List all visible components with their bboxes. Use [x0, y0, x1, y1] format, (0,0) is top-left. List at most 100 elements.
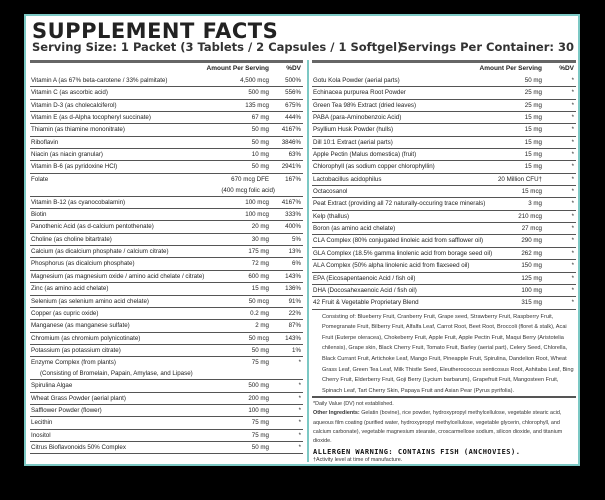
supplement-facts-panel: SUPPLEMENT FACTS Serving Size: 1 Packet …	[24, 14, 580, 466]
nutrient-amount: 100 mg	[521, 286, 542, 294]
nutrient-name: DHA (Docosahexaenoic Acid / fish oil)	[313, 286, 417, 294]
nutrient-row: Calcium (as dicalcium phosphate / calciu…	[30, 246, 303, 259]
nutrient-name: Vitamin D-3 (as cholecalciferol)	[31, 101, 117, 109]
nutrient-amount: 2 mg	[255, 322, 269, 330]
nutrient-amount: 20 Million CFU†	[497, 175, 542, 183]
nutrient-dv: *	[571, 138, 574, 146]
nutrient-dv: 1%	[292, 346, 301, 354]
nutrient-dv: 400%	[285, 223, 301, 231]
nutrient-name: Vitamin C (as ascorbic acid)	[31, 89, 108, 97]
nutrient-dv: *	[571, 175, 574, 183]
nutrient-dv: *	[571, 101, 574, 109]
nutrient-dv: *	[298, 431, 301, 439]
nutrient-dv: *	[571, 126, 574, 134]
nutrient-name: EPA (Eicosapentaenoic Acid / fish oil)	[313, 274, 416, 282]
nutrient-row: Spirulina Algae 500 mg *	[30, 380, 303, 393]
nutrient-dv: *	[571, 249, 574, 257]
nutrient-amount: 75 mg	[251, 431, 269, 439]
nutrient-row: EPA (Eicosapentaenoic Acid / fish oil) 12…	[312, 273, 576, 285]
nutrient-dv: 556%	[285, 89, 301, 97]
nutrient-amount: 262 mg	[521, 249, 542, 257]
nutrient-dv: *	[571, 188, 574, 196]
nutrient-row: Niacin (as niacin granular) 10 mg 63%	[30, 149, 303, 162]
nutrient-row: Potassium (as potassium citrate) 50 mg 1%	[30, 345, 303, 358]
nutrient-name: Vitamin B-12 (as cyanocobalamin)	[31, 198, 126, 206]
nutrient-name: Spirulina Algae	[31, 382, 73, 390]
nutrient-dv: 87%	[288, 322, 301, 330]
nutrient-amount: 100 mcg	[245, 211, 269, 219]
nutrient-row: Vitamin D-3 (as cholecalciferol) 135 mcg 6…	[30, 100, 303, 113]
nutrient-name: Choline (as choline bitartrate)	[31, 235, 112, 243]
nutrient-row: Thiamin (as thiamine mononitrate) 50 mg 41…	[30, 124, 303, 137]
nutrient-row: Phosphorus (as dicalcium phosphate) 72 mg…	[30, 258, 303, 271]
nutrient-amount: 150 mg	[521, 262, 542, 270]
nutrient-dv: *	[298, 406, 301, 414]
nutrient-name: Lecithin	[31, 419, 53, 427]
nutrient-row: Manganese (as manganese sulfate) 2 mg 87%	[30, 320, 303, 333]
nutrient-dv: *	[298, 443, 301, 451]
nutrient-row: Selenium (as selenium amino acid chelate…	[30, 296, 303, 308]
nutrient-amount: 200 mg	[248, 394, 269, 402]
nutrient-name: PABA (para-Aminobenzoic Acid)	[313, 114, 402, 122]
nutrient-name: 42 Fruit & Vegetable Proprietary Blend	[313, 299, 419, 307]
cfu-note: †Activity level at time of manufacture.	[313, 457, 403, 464]
nutrient-dv: 3846%	[281, 138, 301, 146]
nutrient-amount: 27 mcg	[521, 225, 542, 233]
nutrient-row: Riboflavin 50 mg 3846%	[30, 137, 303, 150]
nutrient-name: Boron (as amino acid chelate)	[313, 225, 396, 233]
nutrient-row: Zinc (as amino acid chelate) 15 mg 136%	[30, 283, 303, 296]
nutrient-amount: 72 mg	[251, 260, 269, 268]
nutrient-name: Psyllium Husk Powder (hulls)	[313, 126, 394, 134]
nutrient-amount: 600 mg	[248, 272, 269, 280]
nutrient-dv: *	[571, 225, 574, 233]
nutrient-dv: *	[571, 114, 574, 122]
nutrient-dv: *	[571, 286, 574, 294]
nutrient-row: CLA Complex (80% conjugated linoleic aci…	[312, 235, 576, 248]
label-title: SUPPLEMENT FACTS	[32, 19, 279, 43]
nutrient-amount: 15 mg	[524, 151, 542, 159]
nutrient-name: Potassium (as potassium citrate)	[31, 346, 121, 354]
nutrient-dv: 333%	[285, 211, 301, 219]
left-rows: Vitamin A (as 67% beta-carotene / 33% pa…	[30, 75, 303, 455]
daily-value-note: *Daily Value (DV) not established.	[312, 396, 576, 408]
nutrient-row: Kelp (thallus) 210 mcg *	[312, 211, 576, 224]
nutrient-dv: 675%	[285, 101, 301, 109]
nutrient-row: Copper (as cupric oxide) 0.2 mg 22%	[30, 308, 303, 321]
dv-header: %DV	[559, 65, 574, 72]
nutrient-amount: 15 mg	[524, 126, 542, 134]
nutrient-dv: *	[298, 419, 301, 427]
nutrient-name: Calcium (as dicalcium phosphate / calciu…	[31, 248, 169, 256]
nutrient-dv: 2941%	[281, 163, 301, 171]
nutrient-row: Vitamin A (as 67% beta-carotene / 33% pa…	[30, 75, 303, 88]
nutrient-row: Psyllium Husk Powder (hulls) 15 mg *	[312, 124, 576, 137]
nutrient-dv: *	[298, 382, 301, 390]
nutrient-name: Enzyme Complex (from plants)	[31, 359, 116, 367]
nutrient-row: Green Tea 98% Extract (dried leaves) 25 m…	[312, 100, 576, 113]
nutrient-name: Wheat Grass Powder (aerial plant)	[31, 394, 126, 402]
nutrient-dv: 5%	[292, 235, 301, 243]
nutrient-row: Panothenic Acid (as d-calcium pentothena…	[30, 221, 303, 234]
nutrient-amount: 15 mg	[524, 163, 542, 171]
nutrient-dv: *	[571, 262, 574, 270]
nutrient-row: Inositol 75 mg *	[30, 430, 303, 442]
left-nutrient-column: Amount Per Serving %DV Vitamin A (as 67%…	[30, 60, 303, 455]
nutrient-dv: 136%	[285, 285, 301, 293]
nutrient-row: Vitamin E (as d-Alpha tocopheryl succina…	[30, 112, 303, 125]
nutrient-name: Magnesium (as magnesium oxide / amino ac…	[31, 272, 205, 280]
nutrient-row: Peat Extract (providing all 72 naturally…	[312, 198, 576, 211]
nutrient-row: Magnesium (as magnesium oxide / amino ac…	[30, 271, 303, 284]
nutrient-row: 42 Fruit & Vegetable Proprietary Blend 31…	[312, 297, 576, 310]
nutrient-amount: 20 mg	[251, 223, 269, 231]
nutrient-dv: *	[571, 77, 574, 84]
nutrient-dv: 4167%	[281, 198, 301, 206]
nutrient-amount: 4,500 mcg	[240, 77, 269, 84]
nutrient-name: Copper (as cupric oxide)	[31, 309, 99, 317]
nutrient-row: Boron (as amino acid chelate) 27 mcg *	[312, 223, 576, 236]
nutrient-amount: 30 mg	[251, 235, 269, 243]
nutrient-dv: *	[571, 163, 574, 171]
nutrient-row: Enzyme Complex (from plants) 75 mg * (Consi…	[30, 357, 303, 381]
nutrient-amount: 210 mcg	[518, 212, 542, 220]
nutrient-row: Safflower Powder (flower) 100 mg *	[30, 405, 303, 418]
nutrient-name: Riboflavin	[31, 138, 59, 146]
nutrient-row: Vitamin C (as ascorbic acid) 500 mg 556%	[30, 87, 303, 100]
